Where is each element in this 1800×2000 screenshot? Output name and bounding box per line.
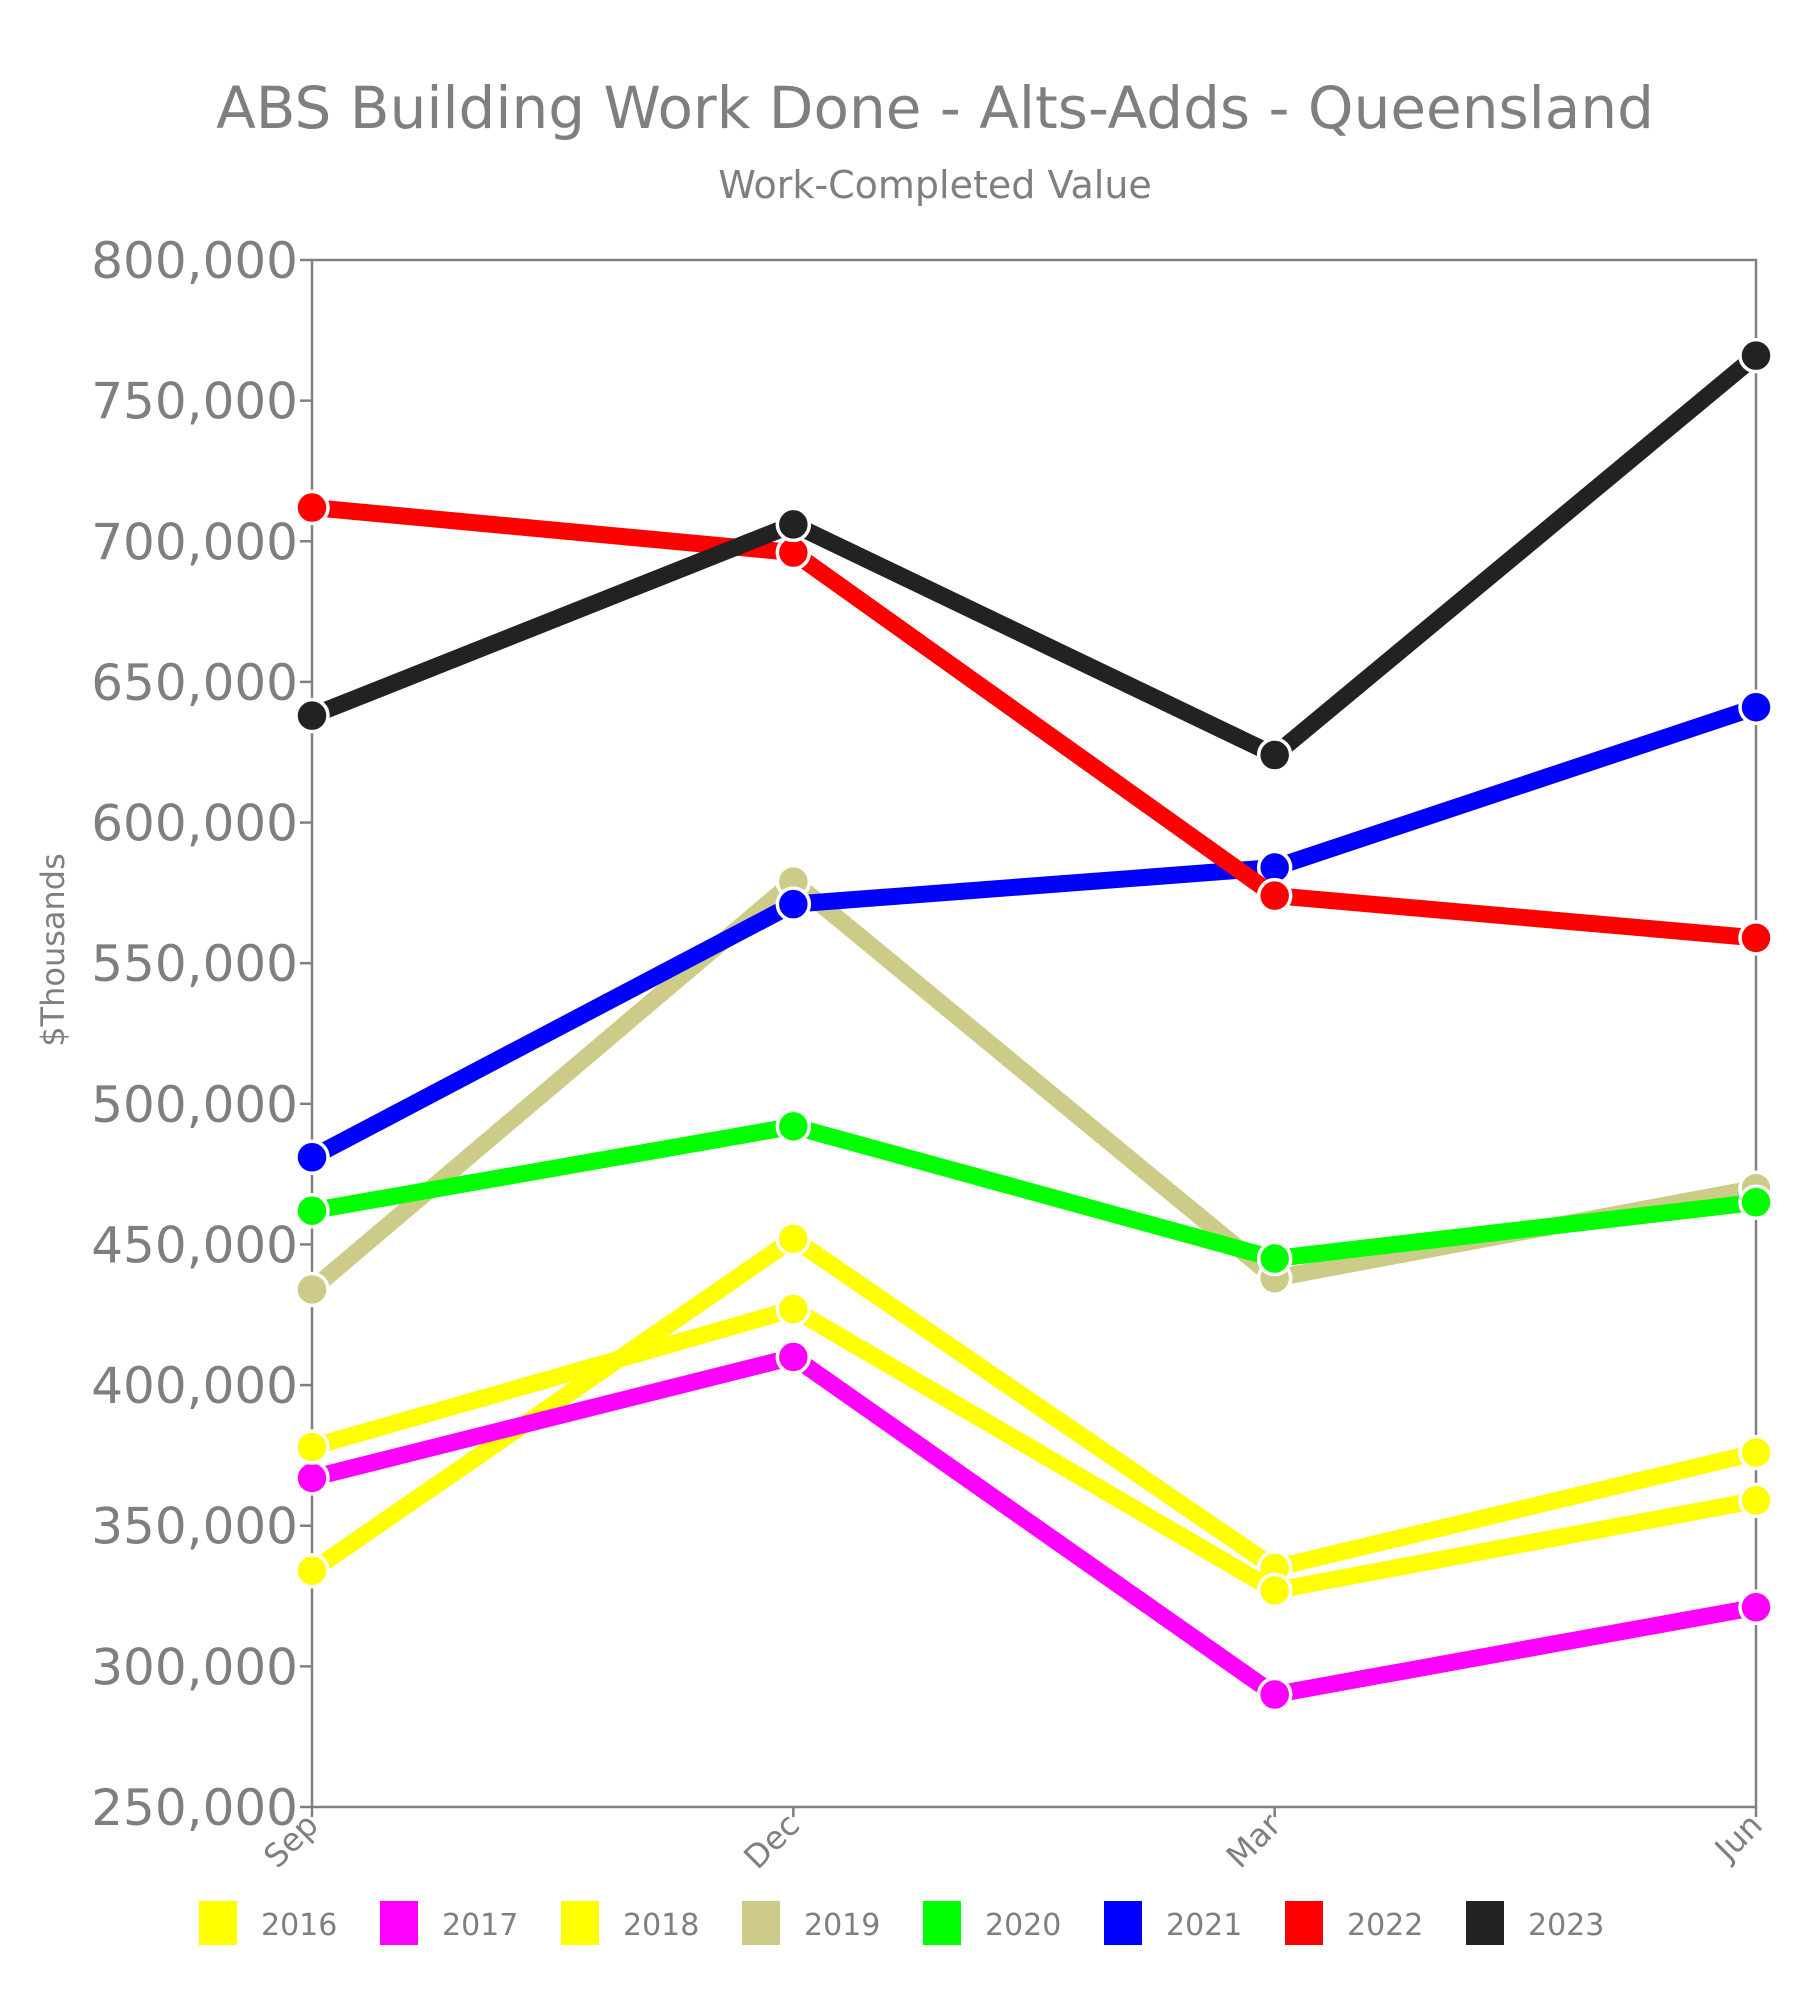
legend-swatch: [923, 1901, 961, 1945]
data-point[interactable]: [1738, 1589, 1774, 1626]
legend-item-2021[interactable]: 2021: [1104, 1901, 1242, 1945]
y-tick-label: 500,000: [91, 1076, 298, 1134]
x-tick-label: Jun: [1706, 1806, 1770, 1870]
x-axis-ticks: Sep Dec Mar Jun: [256, 1805, 1770, 1876]
data-point[interactable]: [775, 886, 812, 922]
y-tick-label: 450,000: [91, 1216, 298, 1274]
legend-label: 2023: [1528, 1908, 1604, 1943]
x-tick-label: Dec: [736, 1806, 807, 1877]
data-point[interactable]: [294, 1192, 330, 1229]
data-point[interactable]: [294, 1271, 330, 1308]
data-point[interactable]: [1738, 337, 1774, 374]
legend-label: 2017: [442, 1908, 518, 1943]
data-point[interactable]: [294, 1552, 330, 1589]
legend-label: 2020: [985, 1908, 1061, 1943]
legend-item-2023[interactable]: 2023: [1466, 1901, 1604, 1945]
legend-label: 2019: [804, 1908, 880, 1943]
data-point[interactable]: [1738, 1434, 1774, 1471]
legend: 2016 2017 2018 2019 2020 2021 2022 2023: [199, 1901, 1604, 1945]
legend-swatch: [561, 1901, 599, 1945]
data-point[interactable]: [1256, 1240, 1293, 1277]
data-point[interactable]: [294, 489, 330, 526]
y-axis-label: $Thousands: [34, 853, 72, 1047]
series-2017: [294, 1339, 1774, 1713]
data-point[interactable]: [294, 1139, 330, 1176]
data-point[interactable]: [1738, 689, 1774, 725]
legend-label: 2022: [1347, 1908, 1423, 1943]
y-tick-label: 600,000: [91, 795, 298, 853]
data-point[interactable]: [294, 1429, 330, 1465]
legend-item-2019[interactable]: 2019: [742, 1901, 880, 1945]
series-group: [294, 337, 1774, 1713]
legend-item-2017[interactable]: 2017: [380, 1901, 518, 1945]
y-tick-label: 750,000: [91, 373, 298, 431]
data-point[interactable]: [775, 1108, 812, 1145]
axes: [310, 258, 1758, 1809]
y-tick-label: 650,000: [91, 654, 298, 712]
data-point[interactable]: [1256, 1572, 1293, 1609]
data-point[interactable]: [1738, 1482, 1774, 1519]
legend-swatch: [1466, 1901, 1504, 1945]
data-point[interactable]: [775, 1221, 812, 1257]
series-2020: [294, 1108, 1774, 1277]
data-point[interactable]: [294, 1460, 330, 1496]
legend-swatch: [1104, 1901, 1142, 1945]
data-point[interactable]: [1256, 877, 1293, 914]
legend-label: 2018: [623, 1908, 699, 1943]
legend-swatch: [380, 1901, 418, 1945]
chart-title: ABS Building Work Done - Alts-Adds - Que…: [216, 74, 1654, 142]
legend-item-2018[interactable]: 2018: [561, 1901, 699, 1945]
series-2022: [294, 489, 1774, 956]
series-2018: [294, 1291, 1774, 1609]
chart-subtitle: Work-Completed Value: [718, 163, 1152, 207]
legend-swatch: [199, 1901, 237, 1945]
legend-label: 2016: [261, 1908, 337, 1943]
series-2021: [294, 689, 1774, 1176]
y-tick-label: 250,000: [91, 1779, 298, 1837]
series-line: [310, 1117, 1757, 1268]
data-point[interactable]: [294, 697, 330, 734]
series-line: [308, 349, 1762, 764]
y-tick-label: 300,000: [91, 1638, 298, 1696]
data-point[interactable]: [775, 1291, 812, 1327]
y-tick-label: 400,000: [91, 1357, 298, 1415]
data-point[interactable]: [1738, 920, 1774, 956]
data-point[interactable]: [775, 1339, 812, 1375]
legend-item-2022[interactable]: 2022: [1285, 1901, 1423, 1945]
y-tick-label: 550,000: [91, 935, 298, 993]
legend-item-2020[interactable]: 2020: [923, 1901, 1061, 1945]
x-tick-label: Mar: [1219, 1805, 1289, 1875]
series-line: [309, 1348, 1758, 1703]
data-point[interactable]: [1256, 1676, 1293, 1713]
data-point[interactable]: [1256, 737, 1293, 773]
y-tick-label: 800,000: [91, 232, 298, 290]
y-tick-label: 350,000: [91, 1498, 298, 1556]
series-2019: [294, 863, 1774, 1308]
data-point[interactable]: [775, 506, 812, 543]
series-2023: [294, 337, 1774, 773]
series-line: [307, 1230, 1758, 1578]
series-line: [311, 499, 1757, 947]
plot-frame: [310, 258, 1758, 1809]
legend-swatch: [1285, 1901, 1323, 1945]
data-point[interactable]: [1738, 1184, 1774, 1221]
y-tick-label: 700,000: [91, 513, 298, 571]
series-line: [309, 1300, 1758, 1599]
series-line: [308, 699, 1759, 1165]
legend-label: 2021: [1166, 1908, 1242, 1943]
y-axis-ticks: 250,000 300,000 350,000 400,000 450,000 500,0…: [91, 232, 312, 1837]
legend-item-2016[interactable]: 2016: [199, 1901, 337, 1945]
legend-swatch: [742, 1901, 780, 1945]
